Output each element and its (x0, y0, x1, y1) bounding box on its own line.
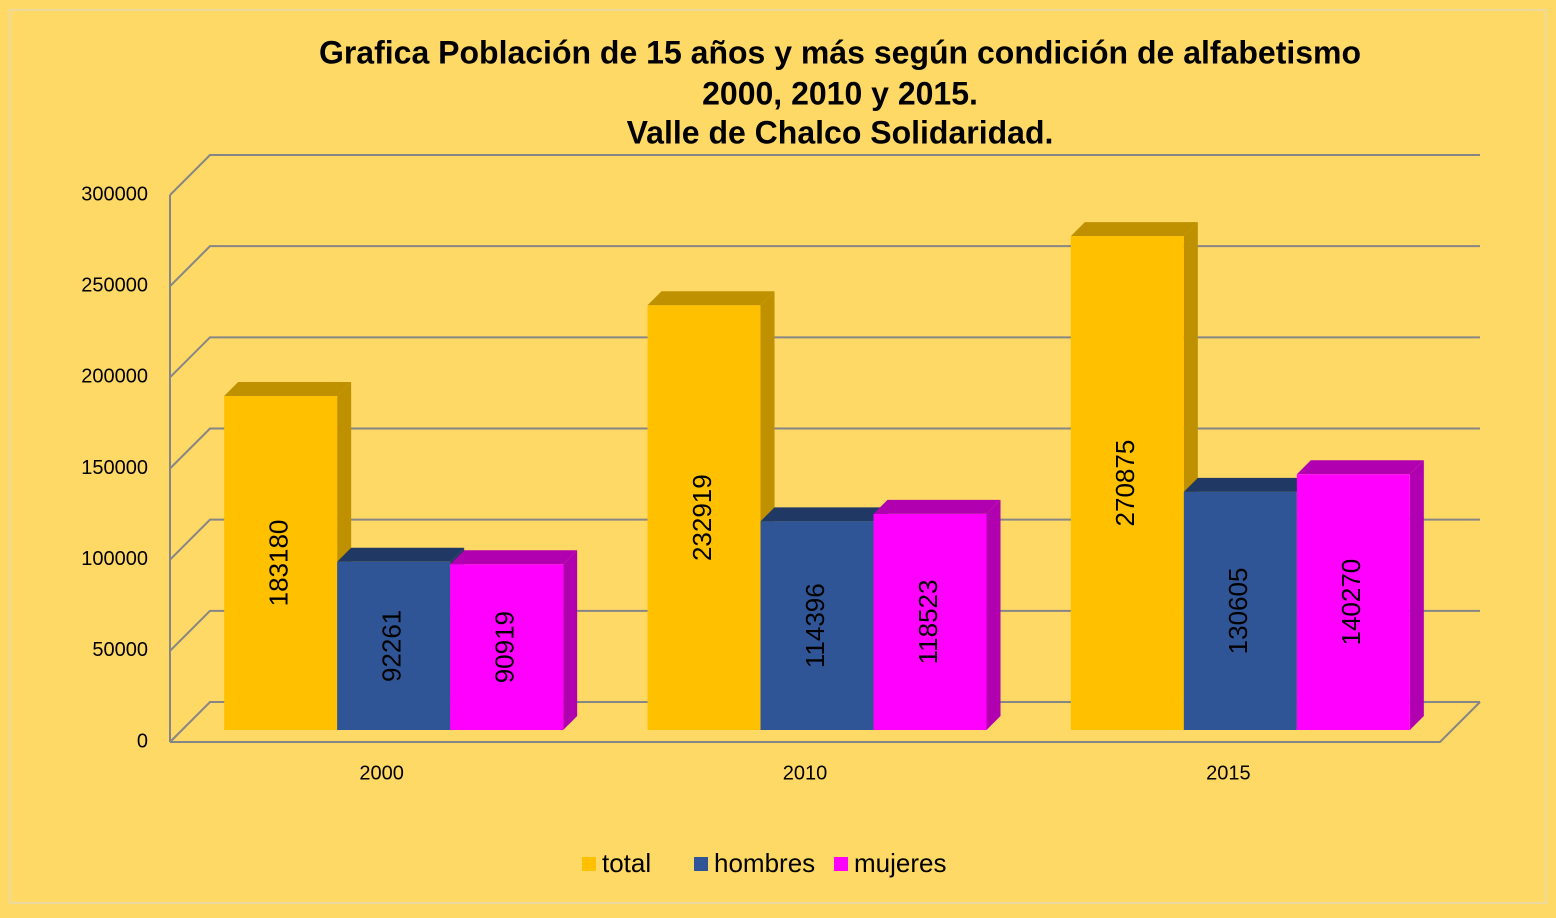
bar-top (873, 499, 1001, 514)
legend-label: hombres (714, 848, 815, 878)
x-tick-label: 2000 (359, 762, 404, 784)
data-label: 270875 (1110, 440, 1140, 527)
grid-line (169, 336, 1480, 379)
bar (647, 305, 761, 730)
floor-line (170, 701, 1481, 743)
bar-top (337, 547, 465, 562)
y-tick-label: 300000 (81, 183, 148, 205)
bar (760, 521, 874, 730)
y-tick-label: 250000 (81, 274, 148, 296)
bar-top (1296, 460, 1424, 475)
data-label: 118523 (913, 580, 943, 665)
data-label: 90919 (490, 611, 520, 683)
bar-top (760, 507, 888, 522)
bar-top (647, 291, 775, 306)
y-tick-label: 50000 (92, 639, 148, 661)
grid-line (169, 427, 1480, 470)
y-tick-label: 0 (137, 730, 148, 752)
grid-line (169, 245, 1480, 287)
bar (1183, 491, 1297, 730)
grid-line (169, 701, 1480, 743)
y-tick-label: 200000 (81, 366, 148, 388)
grid-line (169, 154, 1480, 196)
data-label: 232919 (687, 474, 717, 561)
bar (224, 396, 338, 730)
legend-label: total (602, 848, 651, 878)
x-tick-label: 2010 (783, 762, 828, 784)
grid-line (169, 609, 1480, 652)
y-tick-label: 150000 (81, 457, 148, 479)
bar-top (450, 550, 578, 565)
legend-swatch (582, 857, 596, 871)
legend-label: mujeres (854, 848, 946, 878)
bar (1070, 236, 1184, 730)
data-label: 183180 (264, 520, 294, 607)
data-label: 130605 (1223, 568, 1253, 655)
data-label: 140270 (1336, 559, 1366, 646)
y-tick-label: 100000 (81, 548, 148, 570)
grid-line (169, 518, 1480, 561)
bar (337, 561, 451, 730)
chart-title: Grafica Población de 15 años y más según… (319, 34, 1361, 70)
bar-top (224, 382, 352, 397)
x-tick-label: 2015 (1206, 762, 1251, 784)
bar-top (1070, 222, 1198, 237)
bar-side (563, 550, 578, 730)
legend-swatch (834, 857, 848, 871)
data-label: 114396 (800, 583, 830, 668)
chart-title: Valle de Chalco Solidaridad. (627, 114, 1054, 150)
bar (450, 564, 564, 730)
data-label: 92261 (377, 610, 407, 682)
legend-swatch (694, 857, 708, 871)
bar (873, 513, 987, 730)
chart-title: 2000, 2010 y 2015. (702, 75, 978, 111)
bar-side (1409, 460, 1424, 730)
frame (9, 9, 1547, 904)
bar-side (986, 499, 1001, 730)
bar-top (1183, 477, 1311, 492)
bar (1296, 474, 1410, 730)
